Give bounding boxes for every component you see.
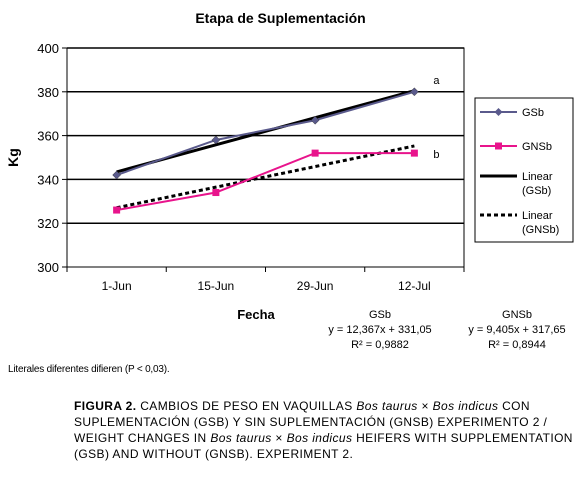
y-tick-label-320: 320	[37, 216, 59, 231]
caption-part-8: HEIFERS WITH SUPPLEMENTATION (GSB) AND W…	[74, 431, 573, 461]
legend-label-trend-2: Linear (GSb)	[522, 171, 553, 197]
y-tick-label-380: 380	[37, 85, 59, 100]
x-tick-label-0: 1-Jun	[102, 279, 132, 293]
weight-change-chart: Etapa de Suplementación 300 320 340 360 380 40…	[5, 10, 574, 322]
legend-box	[474, 97, 574, 243]
y-axis-label: Kg	[5, 148, 21, 167]
caption-part-4: CON SUPLEMENTACIÓN (GSB) Y SIN SUPLEMENT…	[74, 399, 548, 445]
series-end-label-GSb: a	[433, 75, 440, 87]
x-tick-label-1: 15-Jun	[198, 279, 235, 293]
legend-label-GNSb: GNSb	[522, 141, 552, 153]
plot-area	[66, 47, 465, 268]
series-point-GNSb-1	[212, 189, 220, 197]
legend-marker-GNSb	[495, 142, 502, 150]
equation-gsb: GSb y = 12,367x + 331,05 R² = 0,9882	[300, 308, 460, 353]
y-tick-label-340: 340	[37, 172, 59, 187]
significance-note: Literales diferentes difieren (P < 0,03)…	[8, 364, 170, 375]
y-tick-label-300: 300	[37, 260, 59, 275]
series-point-GNSb-3	[410, 149, 418, 157]
x-tick-label-3: 12-Jul	[398, 279, 431, 293]
series-point-GNSb-0	[113, 206, 121, 214]
legend-label-GSb: GSb	[522, 107, 544, 119]
figure-caption-text: CAMBIOS DE PESO EN VAQUILLAS Bos taurus …	[74, 399, 573, 461]
legend-label-trend-3-line-1: (GNSb)	[522, 224, 559, 236]
series-point-GSb-1	[211, 135, 221, 145]
series-point-GSb-0	[112, 170, 121, 180]
series-end-label-GNSb: b	[433, 149, 439, 161]
caption-part-3: Bos indicus	[432, 399, 499, 413]
series-point-GNSb-2	[311, 149, 319, 157]
equation-gsb-formula: y = 12,367x + 331,05	[328, 324, 432, 336]
legend-label-trend-3: Linear (GNSb)	[522, 210, 559, 236]
x-axis-label: Fecha	[237, 307, 275, 322]
caption-part-6: ×	[271, 431, 287, 445]
equation-gnsb: GNSb y = 9,405x + 317,65 R² = 0,8944	[455, 308, 579, 353]
equation-gsb-r2: R² = 0,9882	[351, 339, 409, 351]
equation-gsb-label: GSb	[368, 309, 391, 321]
caption-part-1: Bos taurus	[356, 399, 418, 413]
equation-gnsb-label: GNSb	[502, 309, 532, 321]
series-point-GSb-3	[410, 87, 419, 97]
figure-caption: FIGURA 2. CAMBIOS DE PESO EN VAQUILLAS B…	[74, 398, 574, 462]
equation-gnsb-formula: y = 9,405x + 317,65	[468, 324, 566, 336]
equation-gnsb-r2: R² = 0,8944	[488, 339, 546, 351]
caption-part-5: Bos taurus	[210, 431, 272, 445]
figure-caption-label: FIGURA 2.	[74, 399, 137, 413]
y-tick-label-400: 400	[37, 41, 59, 56]
caption-part-0: CAMBIOS DE PESO EN VAQUILLAS	[136, 399, 357, 413]
series-line-GSb	[116, 90, 415, 176]
legend-label-trend-2-line-0: Linear	[522, 171, 553, 183]
series-point-GSb-2	[310, 115, 320, 125]
legend-label-trend-3-line-0: Linear	[522, 210, 553, 222]
caption-part-2: ×	[417, 399, 433, 413]
trendline-1	[116, 144, 415, 210]
legend-marker-GSb	[494, 108, 503, 116]
x-tick-label-2: 29-Jun	[297, 279, 334, 293]
legend-label-trend-2-line-1: (GSb)	[522, 185, 551, 197]
y-tick-label-360: 360	[37, 129, 59, 144]
caption-part-7: Bos indicus	[286, 431, 353, 445]
series-line-GNSb	[116, 152, 415, 212]
chart-title: Etapa de Suplementación	[195, 10, 365, 26]
